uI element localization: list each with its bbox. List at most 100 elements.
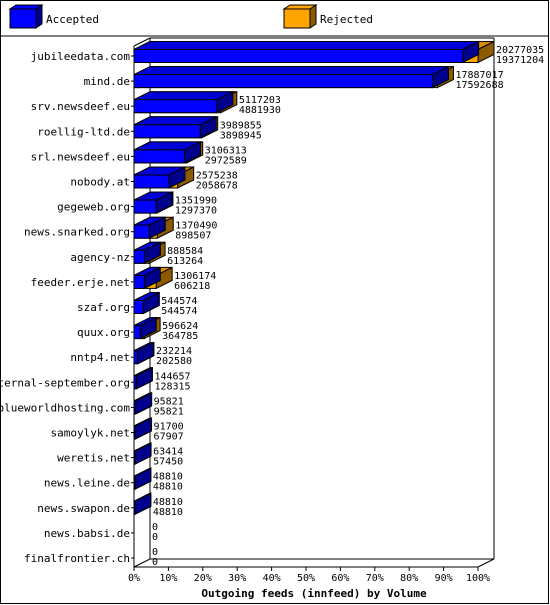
floor-right-depth <box>477 558 495 568</box>
x-tick-label: 10% <box>159 573 177 584</box>
value-label-total: 1370490 <box>175 221 217 232</box>
bar-accepted-front <box>133 224 150 239</box>
value-label-accepted: 1297370 <box>175 206 217 217</box>
value-label-total: 48810 <box>153 472 183 483</box>
category-label: szaf.org <box>77 301 130 314</box>
value-label-total: 3989855 <box>220 120 262 131</box>
value-label-accepted: 898507 <box>175 231 211 242</box>
value-label-accepted: 613264 <box>167 256 203 267</box>
value-label-total: 91700 <box>154 422 184 433</box>
x-tick-label: 60% <box>331 573 349 584</box>
value-label-accepted: 4881930 <box>239 105 281 116</box>
x-tick-label: 90% <box>435 573 453 584</box>
bar-accepted-top <box>133 91 234 101</box>
x-tick-label: 80% <box>400 573 418 584</box>
bar-accepted-top <box>133 66 449 76</box>
bar-accepted-front <box>133 325 141 340</box>
category-label: srv.newsdeef.eu <box>31 100 130 113</box>
bar-accepted-top <box>133 41 479 50</box>
x-tick-label: 50% <box>297 573 315 584</box>
value-label-total: 5117203 <box>239 95 281 106</box>
value-label-total: 17887017 <box>455 70 503 81</box>
category-label: nntp4.net <box>70 351 130 364</box>
value-label-accepted: 0 <box>152 557 158 568</box>
value-label-accepted: 19371204 <box>496 55 544 66</box>
bar-accepted-front <box>133 49 464 63</box>
value-label-accepted: 128315 <box>154 381 190 392</box>
value-label-total: 596624 <box>162 321 198 332</box>
bar-accepted-front <box>133 500 136 515</box>
category-label: finalfrontier.ch <box>24 552 130 565</box>
value-label-total: 95821 <box>154 396 184 407</box>
value-label-accepted: 364785 <box>162 331 198 342</box>
value-label-accepted: 202580 <box>156 356 192 367</box>
x-tick-label: 20% <box>194 573 212 584</box>
category-label: roellig-ltd.de <box>37 125 130 138</box>
category-label: quux.org <box>77 326 130 339</box>
value-label-total: 48810 <box>153 497 183 508</box>
value-label-accepted: 67907 <box>154 432 184 443</box>
category-label: news.swapon.de <box>37 502 130 515</box>
bar-accepted-front <box>133 450 136 465</box>
bar-accepted-front <box>133 425 136 440</box>
value-label-accepted: 2972589 <box>205 155 247 166</box>
category-label: srl.newsdeef.eu <box>31 150 130 163</box>
value-label-accepted: 17592688 <box>455 80 503 91</box>
axis-top-depth <box>133 37 151 47</box>
category-label: feeder.erje.net <box>31 276 130 289</box>
value-label-total: 0 <box>152 547 158 558</box>
category-label: samoylyk.net <box>51 427 130 440</box>
legend-accepted-label: Accepted <box>46 13 99 26</box>
legend-accepted-swatch <box>9 8 37 29</box>
category-label: gegeweb.org <box>57 201 130 214</box>
value-label-accepted: 0 <box>152 532 158 543</box>
category-label: news.leine.de <box>44 477 130 490</box>
value-label-total: 1306174 <box>174 271 216 282</box>
bar-accepted-front <box>133 274 145 289</box>
bar-accepted-front <box>133 199 157 214</box>
category-label: blueworldhosting.com <box>0 401 130 414</box>
bar-accepted-front <box>133 249 145 264</box>
category-label: eternal-september.org <box>0 376 130 389</box>
bar-accepted-front <box>133 124 201 139</box>
value-label-total: 544574 <box>161 296 197 307</box>
category-label: news.snarked.org <box>24 226 130 239</box>
bar-accepted-front <box>133 475 136 490</box>
value-label-total: 63414 <box>153 447 183 458</box>
value-label-total: 144657 <box>154 371 190 382</box>
category-label: weretis.net <box>57 452 130 465</box>
category-label: nobody.at <box>70 176 130 189</box>
value-label-accepted: 3898945 <box>220 130 262 141</box>
bar-accepted-front <box>133 300 144 314</box>
category-label: news.babsi.de <box>44 527 130 540</box>
bar-accepted-front <box>133 375 137 390</box>
value-label-total: 232214 <box>156 346 192 357</box>
x-tick-label: 70% <box>366 573 384 584</box>
value-label-accepted: 48810 <box>153 482 183 493</box>
x-tick-label: 100% <box>466 573 490 584</box>
x-tick-label: 30% <box>228 573 246 584</box>
x-tick-label: 40% <box>263 573 281 584</box>
value-label-total: 20277035 <box>496 45 544 56</box>
category-label: jubileedata.com <box>31 50 131 63</box>
legend-rejected-swatch <box>283 8 311 29</box>
legend-accepted-side <box>35 4 43 29</box>
value-label-accepted: 544574 <box>161 306 197 317</box>
value-label-total: 3106313 <box>205 145 247 156</box>
value-label-accepted: 48810 <box>153 507 183 518</box>
value-label-total: 1351990 <box>175 196 217 207</box>
bar-accepted-front <box>133 350 138 365</box>
value-label-total: 2575238 <box>196 171 238 182</box>
value-label-total: 888584 <box>167 246 203 257</box>
floor-left-depth <box>133 558 151 568</box>
value-label-accepted: 606218 <box>174 281 210 292</box>
x-axis-title: Outgoing feeds (innfeed) by Volume <box>201 587 427 600</box>
category-label: agency-nz <box>70 251 130 264</box>
category-label: mind.de <box>84 75 130 88</box>
bar-accepted-front <box>133 99 218 114</box>
bar-accepted-front <box>133 74 433 89</box>
bar-accepted-front <box>133 400 137 415</box>
bar-accepted-front <box>133 174 170 189</box>
